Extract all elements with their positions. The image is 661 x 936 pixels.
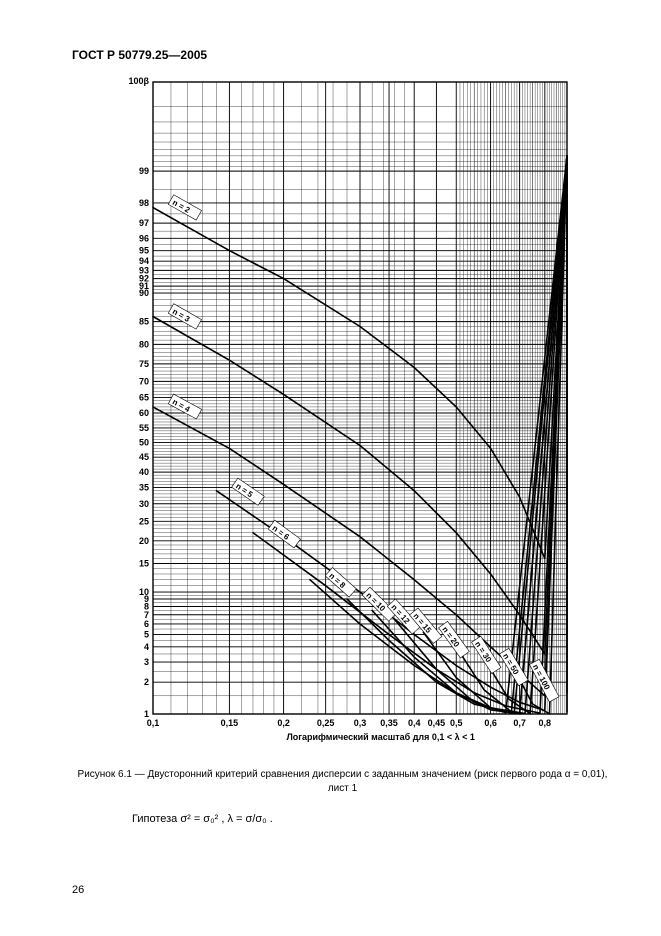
page: ГОСТ Р 50779.25—2005 0,10,150,20,250,30,… <box>0 0 661 936</box>
svg-text:2: 2 <box>143 677 148 687</box>
svg-text:0,7: 0,7 <box>513 718 526 728</box>
svg-text:40: 40 <box>138 467 148 477</box>
svg-text:93: 93 <box>138 265 148 275</box>
svg-text:0,8: 0,8 <box>538 718 551 728</box>
page-number: 26 <box>72 884 84 896</box>
figure-caption: Рисунок 6.1 — Двусторонний критерий срав… <box>72 768 613 795</box>
figure-caption-line2: лист 1 <box>328 783 357 794</box>
svg-text:0,2: 0,2 <box>277 718 290 728</box>
svg-text:0,1: 0,1 <box>146 718 159 728</box>
svg-text:0,3: 0,3 <box>353 718 366 728</box>
hypothesis-text: Гипотеза σ² = σ₀² , λ = σ/σ₀ . <box>132 813 613 825</box>
svg-text:25: 25 <box>138 516 148 526</box>
standard-code-header: ГОСТ Р 50779.25—2005 <box>72 48 613 62</box>
svg-text:0,25: 0,25 <box>316 718 334 728</box>
svg-text:0,6: 0,6 <box>484 718 497 728</box>
svg-text:94: 94 <box>138 256 148 266</box>
svg-text:65: 65 <box>138 393 148 403</box>
svg-text:0,35: 0,35 <box>380 718 398 728</box>
svg-text:3: 3 <box>143 657 148 667</box>
svg-text:85: 85 <box>138 317 148 327</box>
svg-text:80: 80 <box>138 339 148 349</box>
svg-text:50: 50 <box>138 438 148 448</box>
svg-text:0,15: 0,15 <box>220 718 238 728</box>
svg-text:0,45: 0,45 <box>427 718 445 728</box>
svg-text:70: 70 <box>138 376 148 386</box>
svg-text:Логарифмический масштаб для 0,: Логарифмический масштаб для 0,1 < λ < 1 <box>286 732 474 742</box>
svg-text:0,4: 0,4 <box>407 718 420 728</box>
svg-text:55: 55 <box>138 423 148 433</box>
svg-text:100β: 100β <box>128 76 149 86</box>
svg-text:6: 6 <box>143 619 148 629</box>
svg-text:96: 96 <box>138 233 148 243</box>
svg-text:20: 20 <box>138 536 148 546</box>
probability-nomogram-chart: 0,1 0,15 0,2 0,25 0,3 0,35 0,4 0,45 0,5 0,6 0,7 0,8… <box>113 74 573 754</box>
svg-text:1: 1 <box>143 709 148 719</box>
svg-text:97: 97 <box>138 218 148 228</box>
chart-container: 0,1 0,15 0,2 0,25 0,3 0,35 0,4 0,45 0,5 0,6 0,7 0,8… <box>72 74 613 754</box>
svg-text:95: 95 <box>138 246 148 256</box>
svg-text:15: 15 <box>138 558 148 568</box>
svg-text:99: 99 <box>138 166 148 176</box>
svg-text:45: 45 <box>138 452 148 462</box>
svg-text:75: 75 <box>138 359 148 369</box>
svg-text:35: 35 <box>138 483 148 493</box>
svg-text:10: 10 <box>138 587 148 597</box>
svg-text:98: 98 <box>138 198 148 208</box>
svg-text:0,5: 0,5 <box>449 718 462 728</box>
svg-text:5: 5 <box>143 629 148 639</box>
svg-text:30: 30 <box>138 499 148 509</box>
svg-text:60: 60 <box>138 408 148 418</box>
svg-text:4: 4 <box>143 642 148 652</box>
figure-caption-line1: Рисунок 6.1 — Двусторонний критерий срав… <box>78 769 608 780</box>
